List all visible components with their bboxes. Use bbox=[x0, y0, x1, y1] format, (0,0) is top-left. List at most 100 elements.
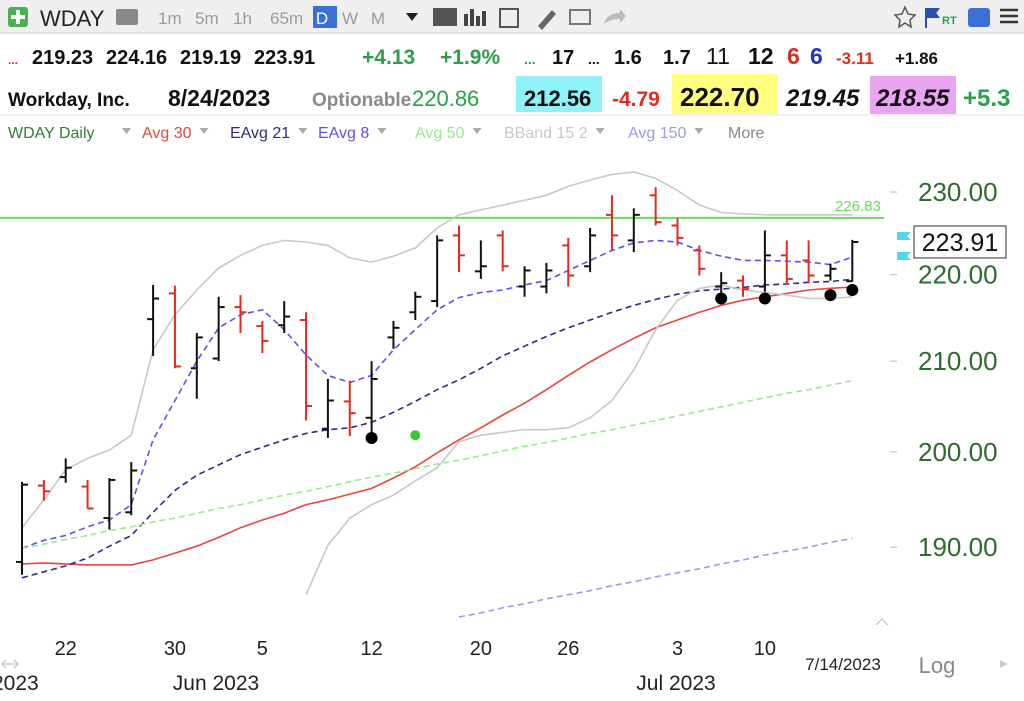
indicator-line bbox=[458, 537, 853, 618]
info-field: 212.56 bbox=[524, 86, 591, 111]
price-marker-label: 223.91 bbox=[922, 229, 998, 257]
signal-dot bbox=[758, 292, 771, 305]
signal-dot bbox=[846, 283, 859, 296]
y-tick-label: 200.00 bbox=[918, 437, 998, 467]
flag-icon[interactable] bbox=[925, 8, 940, 28]
indicator-line-lower bbox=[305, 284, 853, 596]
quote-field: 219.23 bbox=[32, 47, 93, 69]
interval-button[interactable]: D bbox=[316, 9, 328, 28]
x-tick-label: 30 bbox=[164, 638, 186, 660]
quote-field: 17 bbox=[552, 47, 574, 69]
highlight-yellow bbox=[672, 74, 778, 114]
more-button[interactable]: More bbox=[728, 125, 765, 142]
quote-field: +4.13 bbox=[362, 46, 415, 69]
chart-type-icon[interactable] bbox=[433, 8, 457, 26]
info-field: 219.45 bbox=[785, 85, 860, 112]
legend-dropdown[interactable] bbox=[298, 128, 308, 134]
legend-dropdown[interactable] bbox=[199, 128, 209, 134]
chart-label[interactable]: WDAY Daily bbox=[8, 125, 95, 142]
legend-dropdown[interactable] bbox=[472, 128, 482, 134]
add-icon-glyph bbox=[11, 10, 25, 24]
s-icon[interactable] bbox=[968, 8, 990, 27]
legend-entry[interactable]: BBand 15 2 bbox=[504, 125, 588, 142]
indicator-line bbox=[21, 286, 853, 566]
note-icon[interactable] bbox=[569, 9, 591, 25]
print-icon[interactable] bbox=[116, 9, 138, 25]
quote-field: ... bbox=[524, 51, 536, 67]
legend-dropdown[interactable] bbox=[377, 128, 387, 134]
quote-field: 1.7 bbox=[663, 47, 691, 69]
info-field: 8/24/2023 bbox=[168, 85, 270, 111]
quote-field: 224.16 bbox=[106, 47, 167, 69]
bars-icon[interactable] bbox=[464, 9, 486, 26]
interval-button[interactable]: W bbox=[342, 9, 358, 28]
highlight-cyan bbox=[516, 76, 602, 112]
indicator-line bbox=[21, 171, 853, 529]
highlight-pink bbox=[870, 76, 956, 114]
x-tick-label: 26 bbox=[557, 638, 579, 660]
draw-icon[interactable] bbox=[538, 10, 556, 30]
menu-icon[interactable] bbox=[1000, 8, 1018, 24]
toolbar bbox=[0, 0, 1024, 33]
level-label: 226.83 bbox=[835, 198, 881, 215]
interval-dropdown[interactable] bbox=[406, 13, 418, 21]
symbol[interactable]: WDAY bbox=[40, 6, 105, 31]
quote-field: 6 bbox=[810, 43, 823, 69]
legend-dropdown[interactable] bbox=[595, 128, 605, 134]
legend-entry[interactable]: EAvg 8 bbox=[318, 125, 369, 142]
info-field: 220.86 bbox=[412, 86, 479, 111]
quote-field: 1.6 bbox=[614, 47, 642, 69]
legend-dropdown[interactable] bbox=[122, 128, 131, 134]
x-tick-label: 22 bbox=[55, 638, 77, 660]
quote-field: 219.19 bbox=[180, 47, 241, 69]
plot-area bbox=[0, 171, 884, 618]
star-icon[interactable] bbox=[893, 5, 917, 29]
legend-entry[interactable]: Avg 150 bbox=[628, 125, 687, 142]
indicator-line bbox=[21, 379, 853, 549]
scale-toggle[interactable]: Log bbox=[919, 653, 956, 678]
quote-field: +1.9% bbox=[440, 46, 500, 69]
add-icon[interactable] bbox=[8, 7, 28, 27]
quote-field: +1.86 bbox=[895, 49, 938, 68]
legend-entry[interactable]: Avg 30 bbox=[142, 125, 192, 142]
pan-icon[interactable] bbox=[1, 659, 19, 669]
quote-field: 12 bbox=[748, 43, 774, 69]
interval-button[interactable]: M bbox=[371, 9, 385, 28]
resize-icon bbox=[1000, 660, 1008, 668]
legend-entry[interactable]: Avg 50 bbox=[415, 125, 465, 142]
scroll-up[interactable] bbox=[875, 618, 889, 626]
x-tick-label: 12 bbox=[360, 638, 382, 660]
y-tick-label: 220.00 bbox=[918, 260, 998, 290]
info-field: Optionable bbox=[312, 90, 411, 111]
info-field: -4.79 bbox=[612, 88, 660, 111]
quote-field: 11 bbox=[706, 43, 730, 69]
indicator-line bbox=[21, 278, 853, 579]
interval-button[interactable]: 1m bbox=[158, 9, 182, 28]
signal-dot bbox=[824, 289, 837, 302]
legend-dropdown[interactable] bbox=[694, 128, 704, 134]
interval-button[interactable]: 5m bbox=[195, 9, 219, 28]
x-group-label: Jun 2023 bbox=[173, 672, 259, 695]
x-tick-label: 3 bbox=[672, 638, 683, 660]
indicator-line bbox=[21, 239, 853, 549]
interval-button[interactable]: 1h bbox=[233, 9, 252, 28]
last-date: 7/14/2023 bbox=[805, 655, 881, 674]
info-field: 218.55 bbox=[875, 85, 950, 112]
grid-icon[interactable] bbox=[499, 8, 519, 28]
y-tick-label: 190.00 bbox=[918, 532, 998, 562]
legend-entry[interactable]: EAvg 21 bbox=[230, 125, 290, 142]
x-tick-label: 20 bbox=[470, 638, 492, 660]
x-tick-label: 10 bbox=[754, 638, 776, 660]
y-tick-label: 230.00 bbox=[918, 177, 998, 207]
quote-field: -3.11 bbox=[836, 49, 874, 68]
rt-badge: RT bbox=[942, 15, 957, 27]
signal-dot bbox=[365, 431, 378, 444]
info-field: Workday, Inc. bbox=[8, 90, 130, 111]
x-tick-label: 5 bbox=[257, 638, 268, 660]
share-icon[interactable] bbox=[604, 9, 626, 24]
price-pointer bbox=[897, 232, 911, 260]
alert-dot bbox=[410, 430, 421, 441]
interval-button[interactable]: 65m bbox=[270, 9, 303, 28]
